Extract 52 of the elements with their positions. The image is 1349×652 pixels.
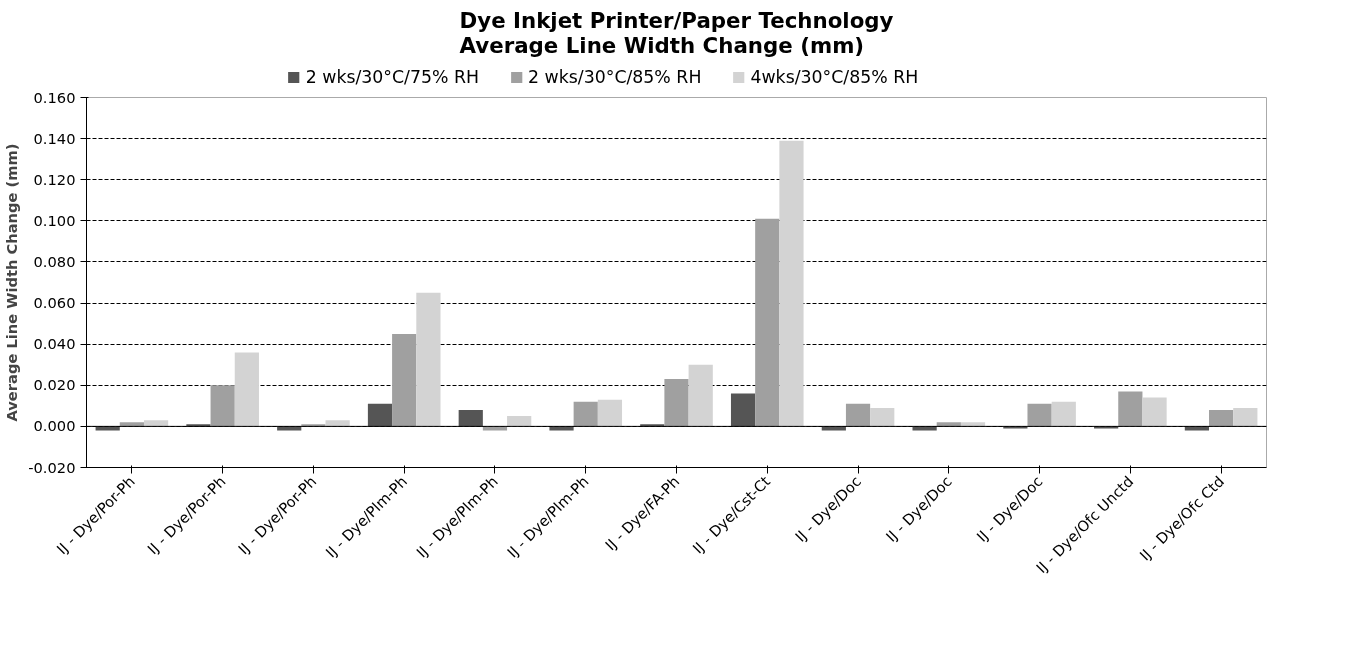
- bar: [234, 352, 259, 427]
- y-tick-label: 0.000: [33, 417, 76, 435]
- y-tick-label: 0.080: [33, 252, 76, 270]
- bar: [936, 422, 961, 427]
- bar: [912, 426, 937, 431]
- bar: [821, 426, 846, 431]
- y-tick-label: 0.040: [33, 335, 76, 353]
- bar: [416, 292, 441, 427]
- y-tick-label: 0.020: [33, 376, 76, 394]
- bar: [482, 426, 508, 431]
- bar: [119, 422, 144, 427]
- bar: [870, 407, 895, 427]
- bar: [186, 424, 211, 427]
- y-tick-label: 0.160: [33, 88, 76, 106]
- y-tick-label: -0.020: [28, 458, 76, 476]
- y-tick-label: 0.100: [33, 211, 76, 229]
- chart-title: Dye Inkjet Printer/Paper Technology Average Line Width Change (mm): [459, 7, 894, 58]
- bar: [845, 403, 871, 427]
- bar: [688, 364, 713, 427]
- legend-label: 2 wks/30°C/75% RH: [305, 67, 480, 87]
- bar: [664, 379, 689, 427]
- bar: [1027, 403, 1052, 427]
- bar: [1051, 401, 1076, 427]
- bar: [549, 426, 574, 431]
- bar: [367, 403, 393, 427]
- bar: [573, 401, 598, 427]
- bar: [1118, 391, 1143, 427]
- bar: [458, 409, 483, 427]
- bar: [1184, 426, 1210, 431]
- bar: [325, 420, 350, 427]
- bar: [1233, 407, 1258, 427]
- bar: [640, 424, 665, 427]
- bar: [779, 140, 804, 427]
- y-tick-label: 0.060: [33, 294, 76, 312]
- bar: [960, 422, 986, 427]
- y-axis-title: Average Line Width Change (mm): [3, 143, 21, 422]
- bar: [95, 426, 120, 431]
- y-tick-label: 0.120: [33, 170, 76, 188]
- bar: [277, 426, 302, 431]
- bar: [730, 393, 756, 427]
- bar: [755, 218, 780, 427]
- legend-label: 2 wks/30°C/85% RH: [528, 67, 702, 87]
- bar: [507, 416, 532, 427]
- y-tick-label: 0.140: [33, 129, 76, 147]
- bar: [392, 333, 417, 427]
- bar: [210, 385, 235, 427]
- bar: [143, 420, 169, 427]
- bar: [597, 399, 623, 427]
- bar: [1142, 397, 1167, 427]
- bar: [301, 424, 326, 427]
- legend-label: 4wks/30°C/85% RH: [750, 67, 919, 87]
- bar: [1209, 409, 1234, 427]
